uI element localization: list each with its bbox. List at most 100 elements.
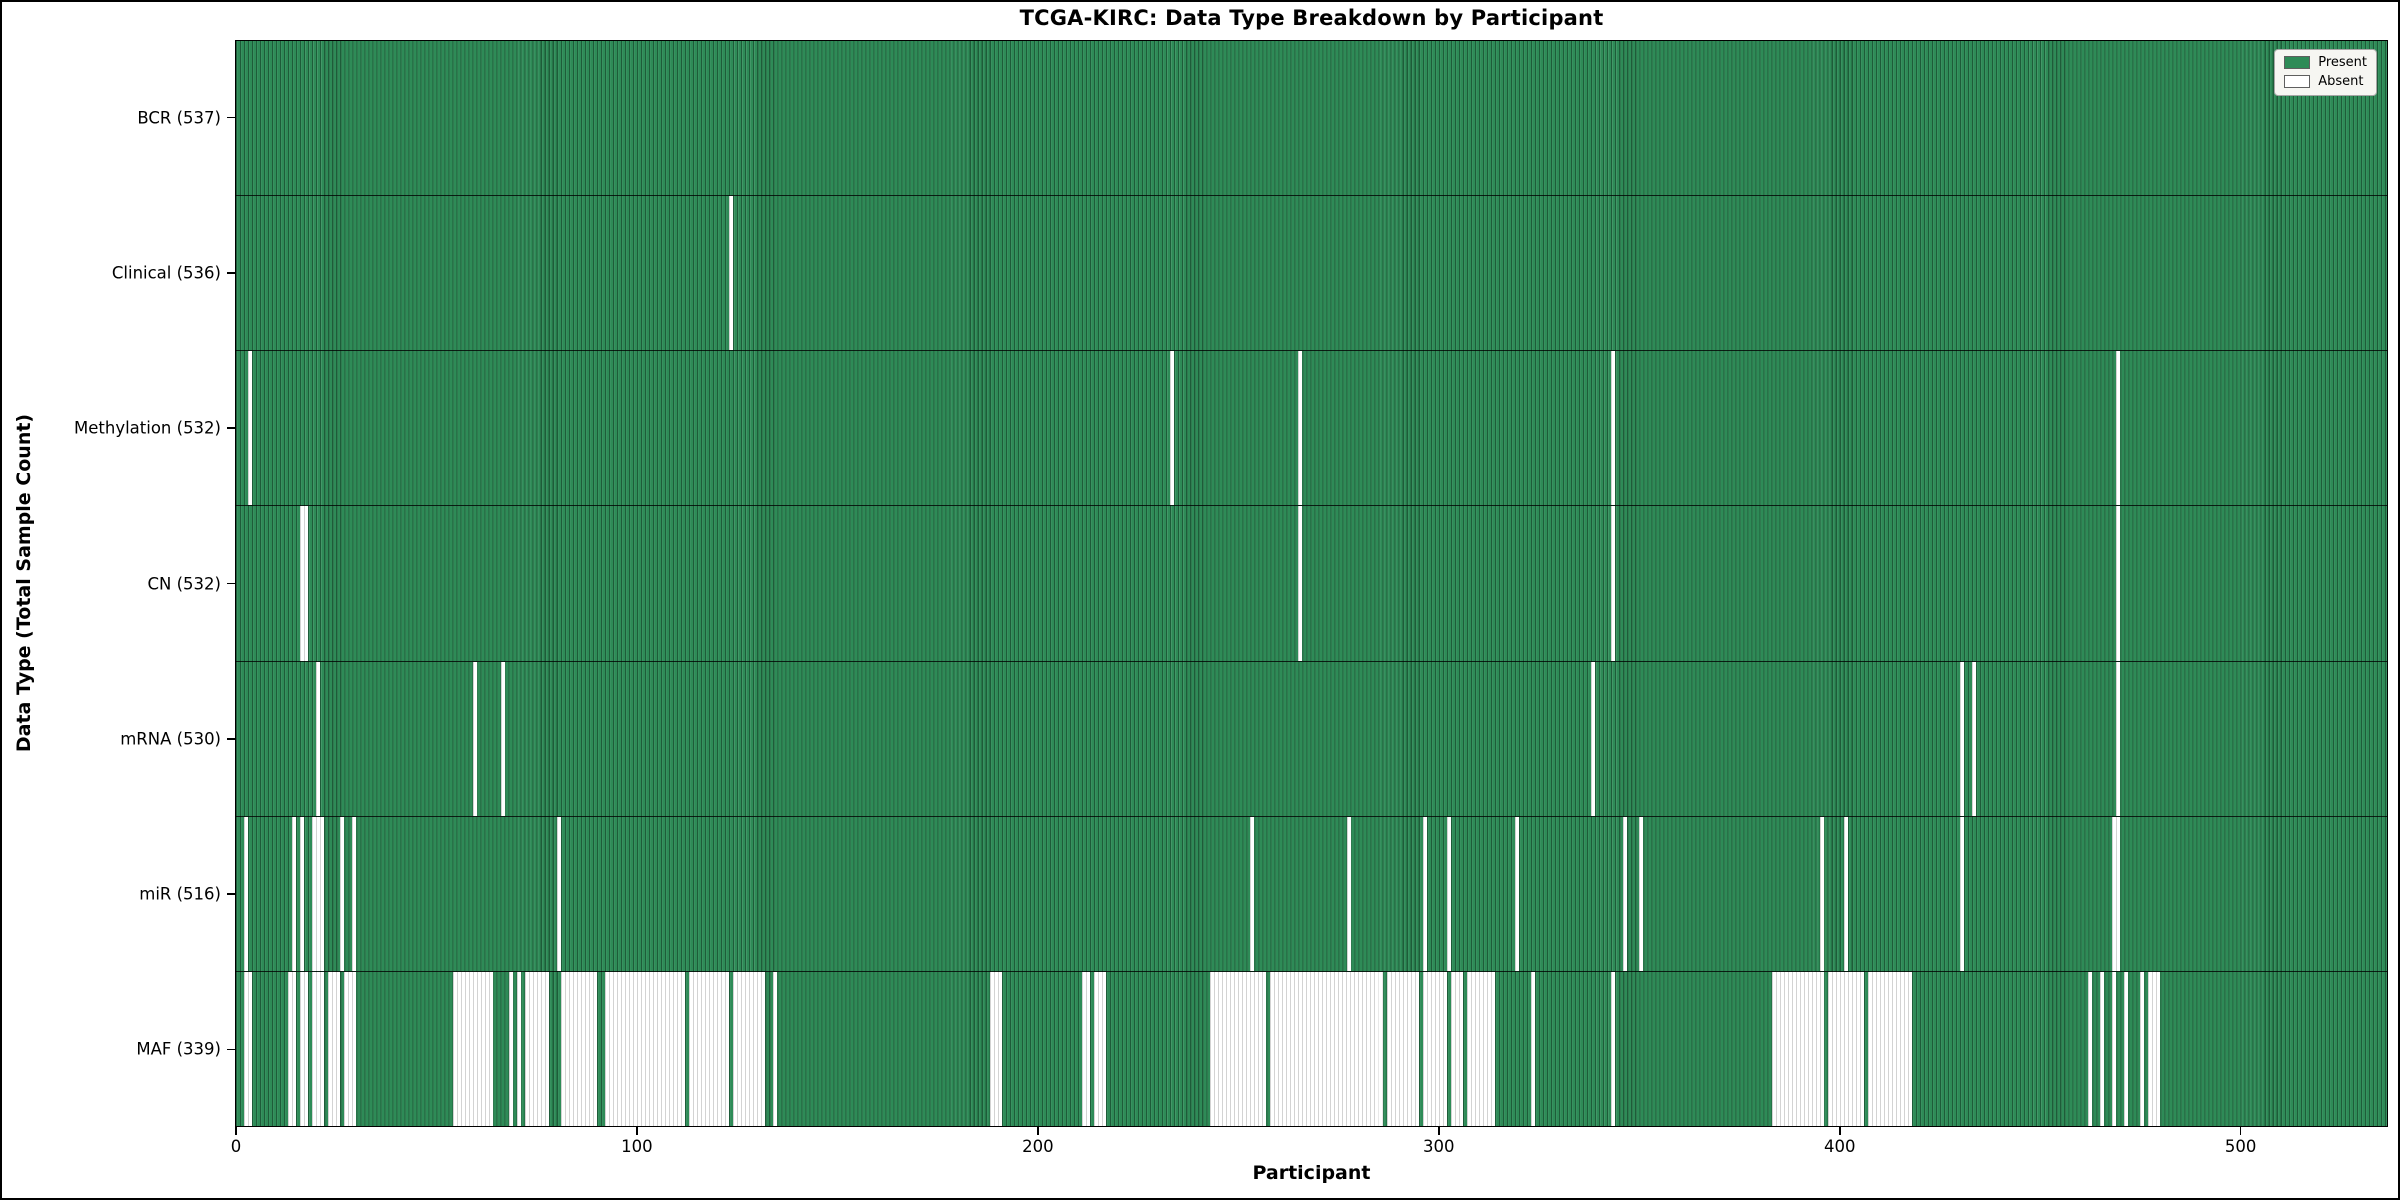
absent-gap — [1093, 971, 1106, 1126]
row-label-maf: MAF (339) — [136, 1039, 221, 1059]
x-tick-label: 0 — [230, 1137, 242, 1156]
absent-gap — [1591, 661, 1596, 816]
absent-gap — [344, 971, 357, 1126]
absent-gap — [1514, 816, 1519, 971]
absent-gap — [556, 816, 561, 971]
x-tick-mark — [636, 1127, 638, 1135]
absent-gap — [1386, 971, 1419, 1126]
y-tick-mark — [227, 272, 235, 274]
x-tick-label: 200 — [1022, 1137, 1054, 1156]
absent-gap — [729, 196, 734, 351]
legend-item-present: Present — [2284, 56, 2367, 69]
absent-gap — [312, 971, 325, 1126]
x-tick-mark — [235, 1127, 237, 1135]
absent-gap — [1827, 971, 1864, 1126]
absent-gap — [2148, 971, 2161, 1126]
row-maf — [236, 971, 2387, 1126]
absent-gap — [1250, 816, 1255, 971]
absent-gap — [1446, 816, 1451, 971]
absent-gap — [1771, 971, 1824, 1126]
absent-gap — [300, 816, 305, 971]
absent-gap — [2116, 661, 2121, 816]
absent-gap — [1422, 971, 1447, 1126]
absent-gap — [1270, 971, 1383, 1126]
absent-gap — [2116, 351, 2121, 506]
absent-gap — [508, 971, 513, 1126]
y-tick-mark — [227, 582, 235, 585]
absent-gap — [516, 971, 521, 1126]
absent-gap — [773, 971, 778, 1126]
absent-gap — [248, 351, 253, 506]
row-mir — [236, 816, 2387, 972]
absent-gap — [2112, 971, 2117, 1126]
row-label-cn: CN (532) — [147, 574, 221, 593]
absent-gap — [300, 506, 309, 661]
plot-area: Present Absent — [235, 40, 2388, 1127]
absent-gap — [689, 971, 730, 1126]
chart-title: TCGA-KIRC: Data Type Breakdown by Partic… — [1019, 6, 1604, 30]
absent-gap — [2112, 816, 2121, 971]
absent-gap — [1210, 971, 1267, 1126]
absent-gap — [1466, 971, 1495, 1126]
absent-gap — [2140, 971, 2145, 1126]
absent-gap — [1843, 816, 1848, 971]
legend-item-absent: Absent — [2284, 75, 2367, 88]
y-tick-mark — [227, 893, 235, 895]
row-cn — [236, 506, 2387, 662]
x-tick-mark — [2239, 1127, 2242, 1135]
row-label-mrna: mRNA (530) — [120, 729, 221, 749]
absent-gap — [472, 661, 477, 816]
absent-gap — [733, 971, 766, 1126]
absent-gap — [1867, 971, 1912, 1126]
absent-gap — [1611, 351, 1616, 506]
absent-gap — [352, 816, 357, 971]
y-tick-mark — [227, 737, 235, 740]
absent-gap — [560, 971, 597, 1126]
row-mrna — [236, 661, 2387, 817]
row-bcr — [236, 41, 2387, 197]
absent-gap — [2124, 971, 2129, 1126]
absent-gap — [1611, 971, 1616, 1126]
absent-gap — [1450, 971, 1463, 1126]
x-tick-mark — [1037, 1127, 1039, 1135]
x-tick-label: 400 — [1823, 1137, 1856, 1156]
absent-swatch-icon — [2284, 75, 2311, 88]
absent-gap — [1611, 506, 1616, 661]
absent-gap — [288, 971, 297, 1126]
absent-gap — [244, 816, 249, 971]
row-label-bcr: BCR (537) — [137, 108, 221, 128]
row-methylation — [236, 351, 2387, 507]
absent-gap — [1346, 816, 1351, 971]
x-axis-label: Participant — [1252, 1162, 1371, 1184]
absent-gap — [500, 661, 505, 816]
row-label-mir: miR (516) — [139, 884, 221, 904]
legend: Present Absent — [2274, 49, 2377, 96]
absent-gap — [316, 661, 321, 816]
absent-gap — [1819, 816, 1824, 971]
x-tick-label: 500 — [2224, 1137, 2257, 1156]
absent-gap — [1081, 971, 1090, 1126]
row-container — [236, 41, 2387, 1126]
y-tick-mark — [227, 1048, 235, 1051]
row-label-methylation: Methylation (532) — [74, 418, 221, 438]
legend-label-absent: Absent — [2318, 74, 2364, 89]
absent-gap — [1170, 351, 1175, 506]
absent-gap — [2116, 506, 2121, 661]
y-tick-mark — [227, 427, 235, 429]
x-tick-mark — [1838, 1127, 1841, 1135]
x-tick-label: 300 — [1423, 1137, 1455, 1156]
absent-gap — [1298, 506, 1303, 661]
x-tick-mark — [1437, 1127, 1440, 1135]
absent-gap — [2100, 971, 2105, 1126]
absent-gap — [1639, 816, 1644, 971]
absent-gap — [312, 816, 325, 971]
absent-gap — [244, 971, 253, 1126]
legend-label-present: Present — [2318, 55, 2367, 70]
absent-gap — [1422, 816, 1427, 971]
absent-gap — [1972, 661, 1977, 816]
y-tick-mark — [227, 116, 235, 119]
row-label-clinical: Clinical (536) — [111, 263, 221, 283]
row-clinical — [236, 196, 2387, 352]
absent-gap — [1623, 816, 1628, 971]
